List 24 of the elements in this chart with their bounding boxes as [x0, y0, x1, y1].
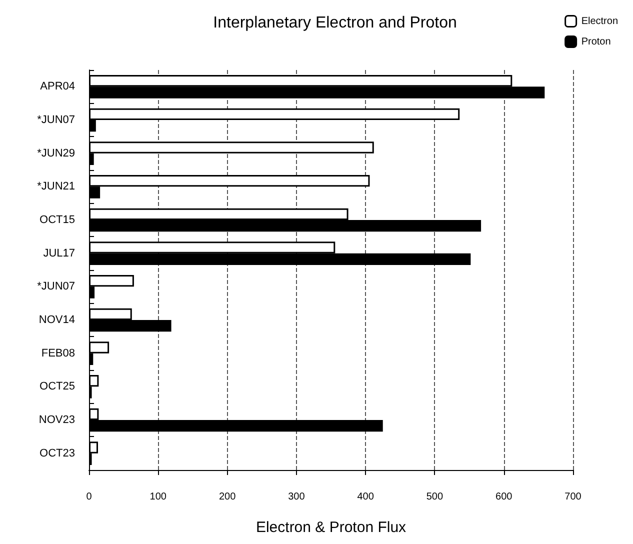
x-tick-label: 0	[86, 492, 92, 502]
x-axis-title: Electron & Proton Flux	[256, 519, 407, 536]
y-tick-label: APR04	[40, 80, 75, 93]
y-tick-label: *JUN29	[37, 147, 75, 160]
y-tick-label: NOV23	[38, 414, 75, 426]
y-tick-label: JUL17	[43, 247, 75, 260]
legend-label: Proton	[581, 36, 611, 48]
y-tick-label: OCT15	[40, 214, 75, 226]
x-tick-label: 300	[288, 492, 306, 502]
y-tick-label: OCT23	[40, 447, 75, 460]
y-tick-label: NOV14	[38, 314, 75, 326]
x-tick-label: 700	[564, 492, 582, 502]
y-tick-label: FEB08	[41, 347, 75, 360]
y-tick-label: OCT25	[40, 380, 75, 393]
x-tick-label: 100	[150, 492, 167, 502]
chart-title: Interplanetary Electron and Proton	[213, 14, 457, 32]
y-tick-label: *JUN07	[37, 280, 75, 293]
x-tick-label: 600	[496, 492, 513, 502]
y-tick-label: *JUN07	[37, 114, 75, 126]
legend-label: Electron	[581, 16, 618, 27]
x-tick-label: 200	[218, 492, 236, 502]
y-tick-label: *JUN21	[37, 180, 75, 193]
x-tick-label: 400	[357, 492, 374, 502]
x-tick-label: 500	[426, 492, 444, 502]
